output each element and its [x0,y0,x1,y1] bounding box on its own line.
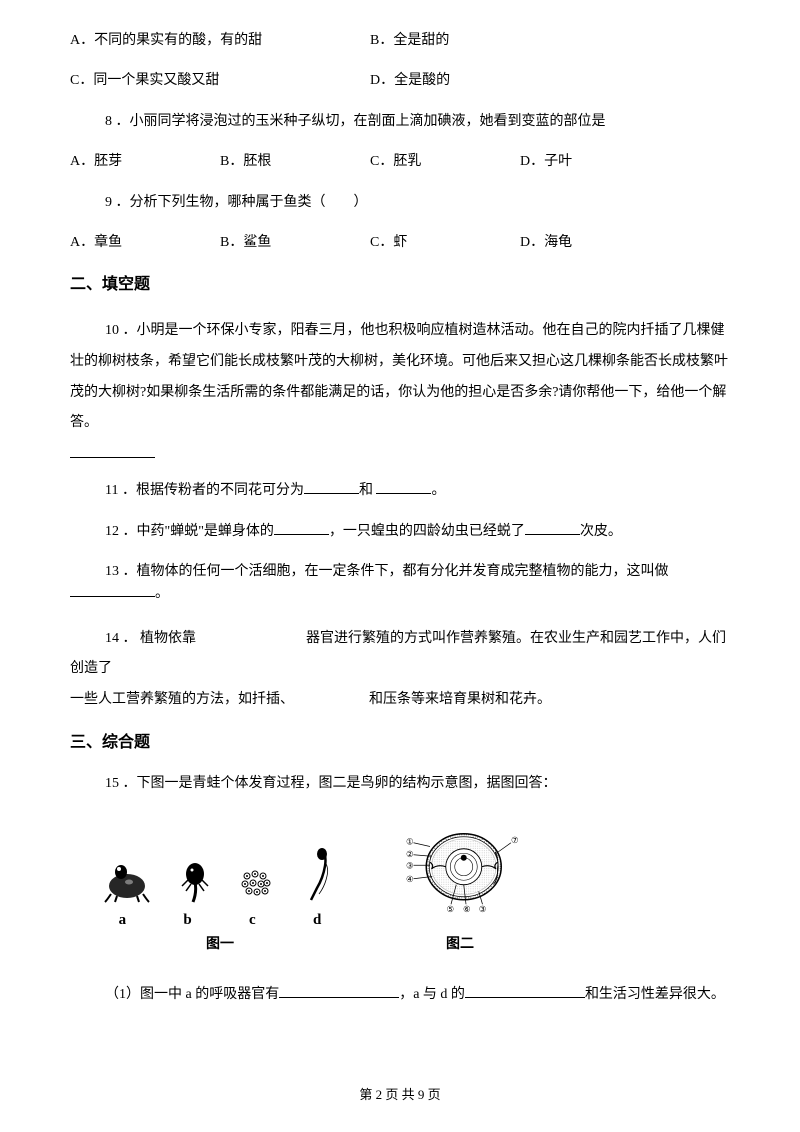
fig2-caption: 图二 [380,934,540,956]
q8-option-a: A．胚芽 [70,151,220,173]
svg-text:①: ① [406,837,413,846]
tadpole-drawing [297,844,339,904]
tadpole-legs-icon [175,856,215,904]
eggs-drawing [237,864,275,904]
tadpole-with-legs-drawing [175,856,215,904]
q15-sub1-prefix: （1）图一中 a 的呼吸器官有 [105,987,279,1002]
q11-blank1 [304,480,359,494]
q13-prefix: 13 ．植物体的任何一个活细胞，在一定条件下，都有分化并发育成完整植物的能力，这… [105,564,669,579]
q10-answer-line [70,457,155,458]
q11-mid: 和 [359,483,373,498]
q9-option-a: A．章鱼 [70,232,220,254]
tadpole-icon [297,844,339,904]
svg-text:②: ② [406,850,413,859]
q10-text: 10 ．小明是一个环保小专家，阳春三月，他也积极响应植树造林活动。他在自己的院内… [70,316,730,439]
q15-sub1-blank2 [465,984,585,998]
page-footer: 第 2 页 共 9 页 [0,1085,800,1106]
frog-drawing [101,852,153,904]
q9-option-c: C．虾 [370,232,520,254]
q8-text: 8 ．小丽同学将浸泡过的玉米种子纵切，在剖面上滴加碘液，她看到变蓝的部位是 [70,111,730,133]
section2-heading: 二、填空题 [70,272,730,298]
svg-text:⑥: ⑥ [463,904,470,913]
q15-text: 15 ．下图一是青蛙个体发育过程，图二是鸟卵的结构示意图，据图回答： [70,773,730,795]
q15-sub1: （1）图一中 a 的呼吸器官有 ，a 与 d 的 和生活习性差异很大。 [70,984,730,1006]
q7-option-c: C．同一个果实又酸又甜 [70,70,370,92]
svg-text:④: ④ [406,874,413,883]
eggs-icon [237,864,275,904]
egg-structure-icon: ① ② ③ ④ ⑤ ⑥ ⑦ ③ [400,814,520,924]
q15-sub1-mid: ，a 与 d 的 [399,987,465,1002]
q14: 14 ． 植物依靠器官进行繁殖的方式叫作营养繁殖。在农业生产和园艺工作中，人们创… [70,624,730,686]
figure-two: ① ② ③ ④ ⑤ ⑥ ⑦ ③ 图二 [380,814,540,957]
q14-line2-suffix: 和压条等来培育果树和花卉。 [369,692,551,707]
svg-text:③: ③ [406,861,413,870]
q12-prefix: 12 ．中药"蝉蜕"是蝉身体的 [105,524,274,539]
q12-suffix: 次皮。 [580,524,622,539]
q12-blank1 [274,521,329,535]
q8-option-c: C．胚乳 [370,151,520,173]
svg-text:③: ③ [479,904,486,913]
q11: 11 ．根据传粉者的不同花可分为 和 。 [70,480,730,502]
q12-mid: ，一只蝗虫的四龄幼虫已经蜕了 [329,524,525,539]
q11-blank2 [376,480,431,494]
q14-line2: 一些人工营养繁殖的方法，如扦插、 和压条等来培育果树和花卉。 [70,689,730,711]
q7-option-d: D．全是酸的 [370,70,610,92]
svg-text:⑤: ⑤ [447,904,454,913]
fig1-label-c: c [249,908,256,932]
svg-text:⑦: ⑦ [511,835,518,844]
q13: 13 ．植物体的任何一个活细胞，在一定条件下，都有分化并发育成完整植物的能力，这… [70,561,730,606]
q13-suffix: 。 [155,586,169,601]
q9-option-d: D．海龟 [520,232,670,254]
q11-suffix: 。 [431,483,445,498]
q8-option-d: D．子叶 [520,151,670,173]
figure-container: a b c d 图一 [90,814,730,957]
fig1-caption: 图一 [90,934,350,956]
q9-option-b: B．鲨鱼 [220,232,370,254]
q9-text: 9 ．分析下列生物，哪种属于鱼类（ ） [70,192,730,214]
fig1-label-a: a [119,908,127,932]
q14-line2-prefix: 一些人工营养繁殖的方法，如扦插、 [70,692,294,707]
section3-heading: 三、综合题 [70,730,730,756]
q7-option-a: A．不同的果实有的酸，有的甜 [70,30,370,52]
q11-prefix: 11 ．根据传粉者的不同花可分为 [105,483,304,498]
figure-one: a b c d 图一 [90,826,350,956]
fig1-label-b: b [183,908,191,932]
q8-option-b: B．胚根 [220,151,370,173]
q12-blank2 [525,521,580,535]
frog-icon [101,852,153,904]
q7-option-b: B．全是甜的 [370,30,610,52]
q15-sub1-blank1 [279,984,399,998]
q15-sub1-suffix: 和生活习性差异很大。 [585,987,725,1002]
q14-line1-prefix: 14 ． 植物依靠 [105,631,196,646]
q13-blank [70,583,155,597]
q12: 12 ．中药"蝉蜕"是蝉身体的 ，一只蝗虫的四龄幼虫已经蜕了 次皮。 [70,521,730,543]
fig1-label-d: d [313,908,321,932]
